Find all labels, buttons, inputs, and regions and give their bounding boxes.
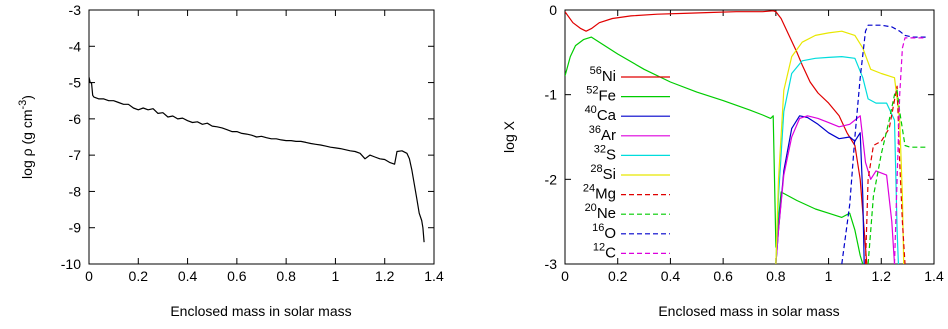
abundance-x-tick-label: 0.2 — [608, 268, 628, 284]
abundance-series-line-ca — [775, 115, 865, 264]
abundance-series-line-c — [893, 37, 927, 264]
density-series-line — [89, 76, 425, 243]
legend-label-mg: 24Mg — [583, 183, 616, 203]
density-y-tick-label: -4 — [69, 38, 82, 54]
legend-label-ca: 40Ca — [585, 104, 617, 124]
abundance-x-tick-label: 0 — [561, 268, 569, 284]
density-x-tick-label: 0.4 — [178, 268, 198, 284]
density-y-tick-label: -3 — [69, 2, 82, 18]
density-x-tick-label: 0.6 — [227, 268, 247, 284]
abundance-y-axis-label: log X — [501, 120, 517, 153]
density-y-tick-label: -5 — [69, 75, 82, 91]
density-x-tick-label: 1.4 — [424, 268, 444, 284]
density-y-tick-label: -7 — [69, 147, 82, 163]
legend-label-c: 12C — [593, 241, 616, 261]
abundance-x-tick-label: 0.6 — [713, 268, 733, 284]
abundance-series-line-ne — [867, 89, 927, 264]
abundance-series-line-o — [841, 24, 927, 264]
abundance-plot-frame — [564, 9, 935, 265]
density-y-tick-label: -10 — [61, 256, 81, 272]
abundance-x-tick-label: 0.4 — [661, 268, 681, 284]
legend-label-ni: 56Ni — [590, 65, 616, 85]
density-x-tick-label: 0 — [85, 268, 93, 284]
density-x-axis-label: Enclosed mass in solar mass — [170, 303, 351, 319]
density-x-tick-label: 1.2 — [375, 268, 395, 284]
abundance-curves — [565, 10, 927, 264]
abundance-series-line-ni — [565, 10, 868, 264]
abundance-x-axis-label: Enclosed mass in solar mass — [658, 303, 839, 319]
legend-label-ar: 36Ar — [589, 124, 616, 144]
density-x-tick-label: 0.2 — [129, 268, 149, 284]
density-y-tick-label: -6 — [69, 111, 82, 127]
abundance-x-tick-label: 0.8 — [766, 268, 786, 284]
legend-label-o: 16O — [592, 222, 616, 242]
abundance-series-line-mg — [864, 85, 906, 264]
abundance-y-tick-label: -1 — [545, 87, 558, 103]
legend-label-ne: 20Ne — [585, 202, 616, 222]
density-y-tick-label: -8 — [69, 183, 82, 199]
density-curves — [89, 76, 425, 243]
abundance-series-line-fe — [565, 36, 864, 264]
legend-label-si: 28Si — [590, 163, 616, 183]
abundance-x-tick-label: 1 — [825, 268, 833, 284]
abundance-y-tick-label: -3 — [545, 256, 558, 272]
legend-label-s: 32S — [594, 143, 616, 163]
legend-label-fe: 52Fe — [586, 85, 616, 105]
density-x-tick-label: 0.8 — [276, 268, 296, 284]
abundance-x-tick-label: 1.2 — [872, 268, 892, 284]
abundance-y-tick-label: -2 — [545, 171, 558, 187]
density-plot-frame — [88, 9, 435, 265]
density-chart: 0 0.2 0.4 0.6 0.8 1 1.2 1.4 -10 -9 -8 -7 -6 -5 -4 -3 En… — [17, 2, 444, 319]
abundance-axis-ticks: 0 0.2 0.4 0.6 0.8 1 1.2 1.4 -3 -2 -1 0 — [545, 2, 944, 284]
abundance-series-line-si — [775, 30, 905, 264]
abundance-series-line-ar — [775, 115, 896, 264]
density-y-axis-label: log ρ (g cm-3) — [17, 95, 35, 179]
density-x-tick-label: 1 — [332, 268, 340, 284]
abundance-x-tick-label: 1.4 — [924, 268, 944, 284]
abundance-chart: 0 0.2 0.4 0.6 0.8 1 1.2 1.4 -3 -2 -1 0 56Ni52Fe40Ca… — [501, 2, 944, 319]
density-axis-ticks: 0 0.2 0.4 0.6 0.8 1 1.2 1.4 -10 -9 -8 -7 -6 -5 -4 -3 — [61, 2, 444, 284]
abundance-y-tick-label: 0 — [549, 2, 557, 18]
density-y-tick-label: -9 — [69, 220, 82, 236]
